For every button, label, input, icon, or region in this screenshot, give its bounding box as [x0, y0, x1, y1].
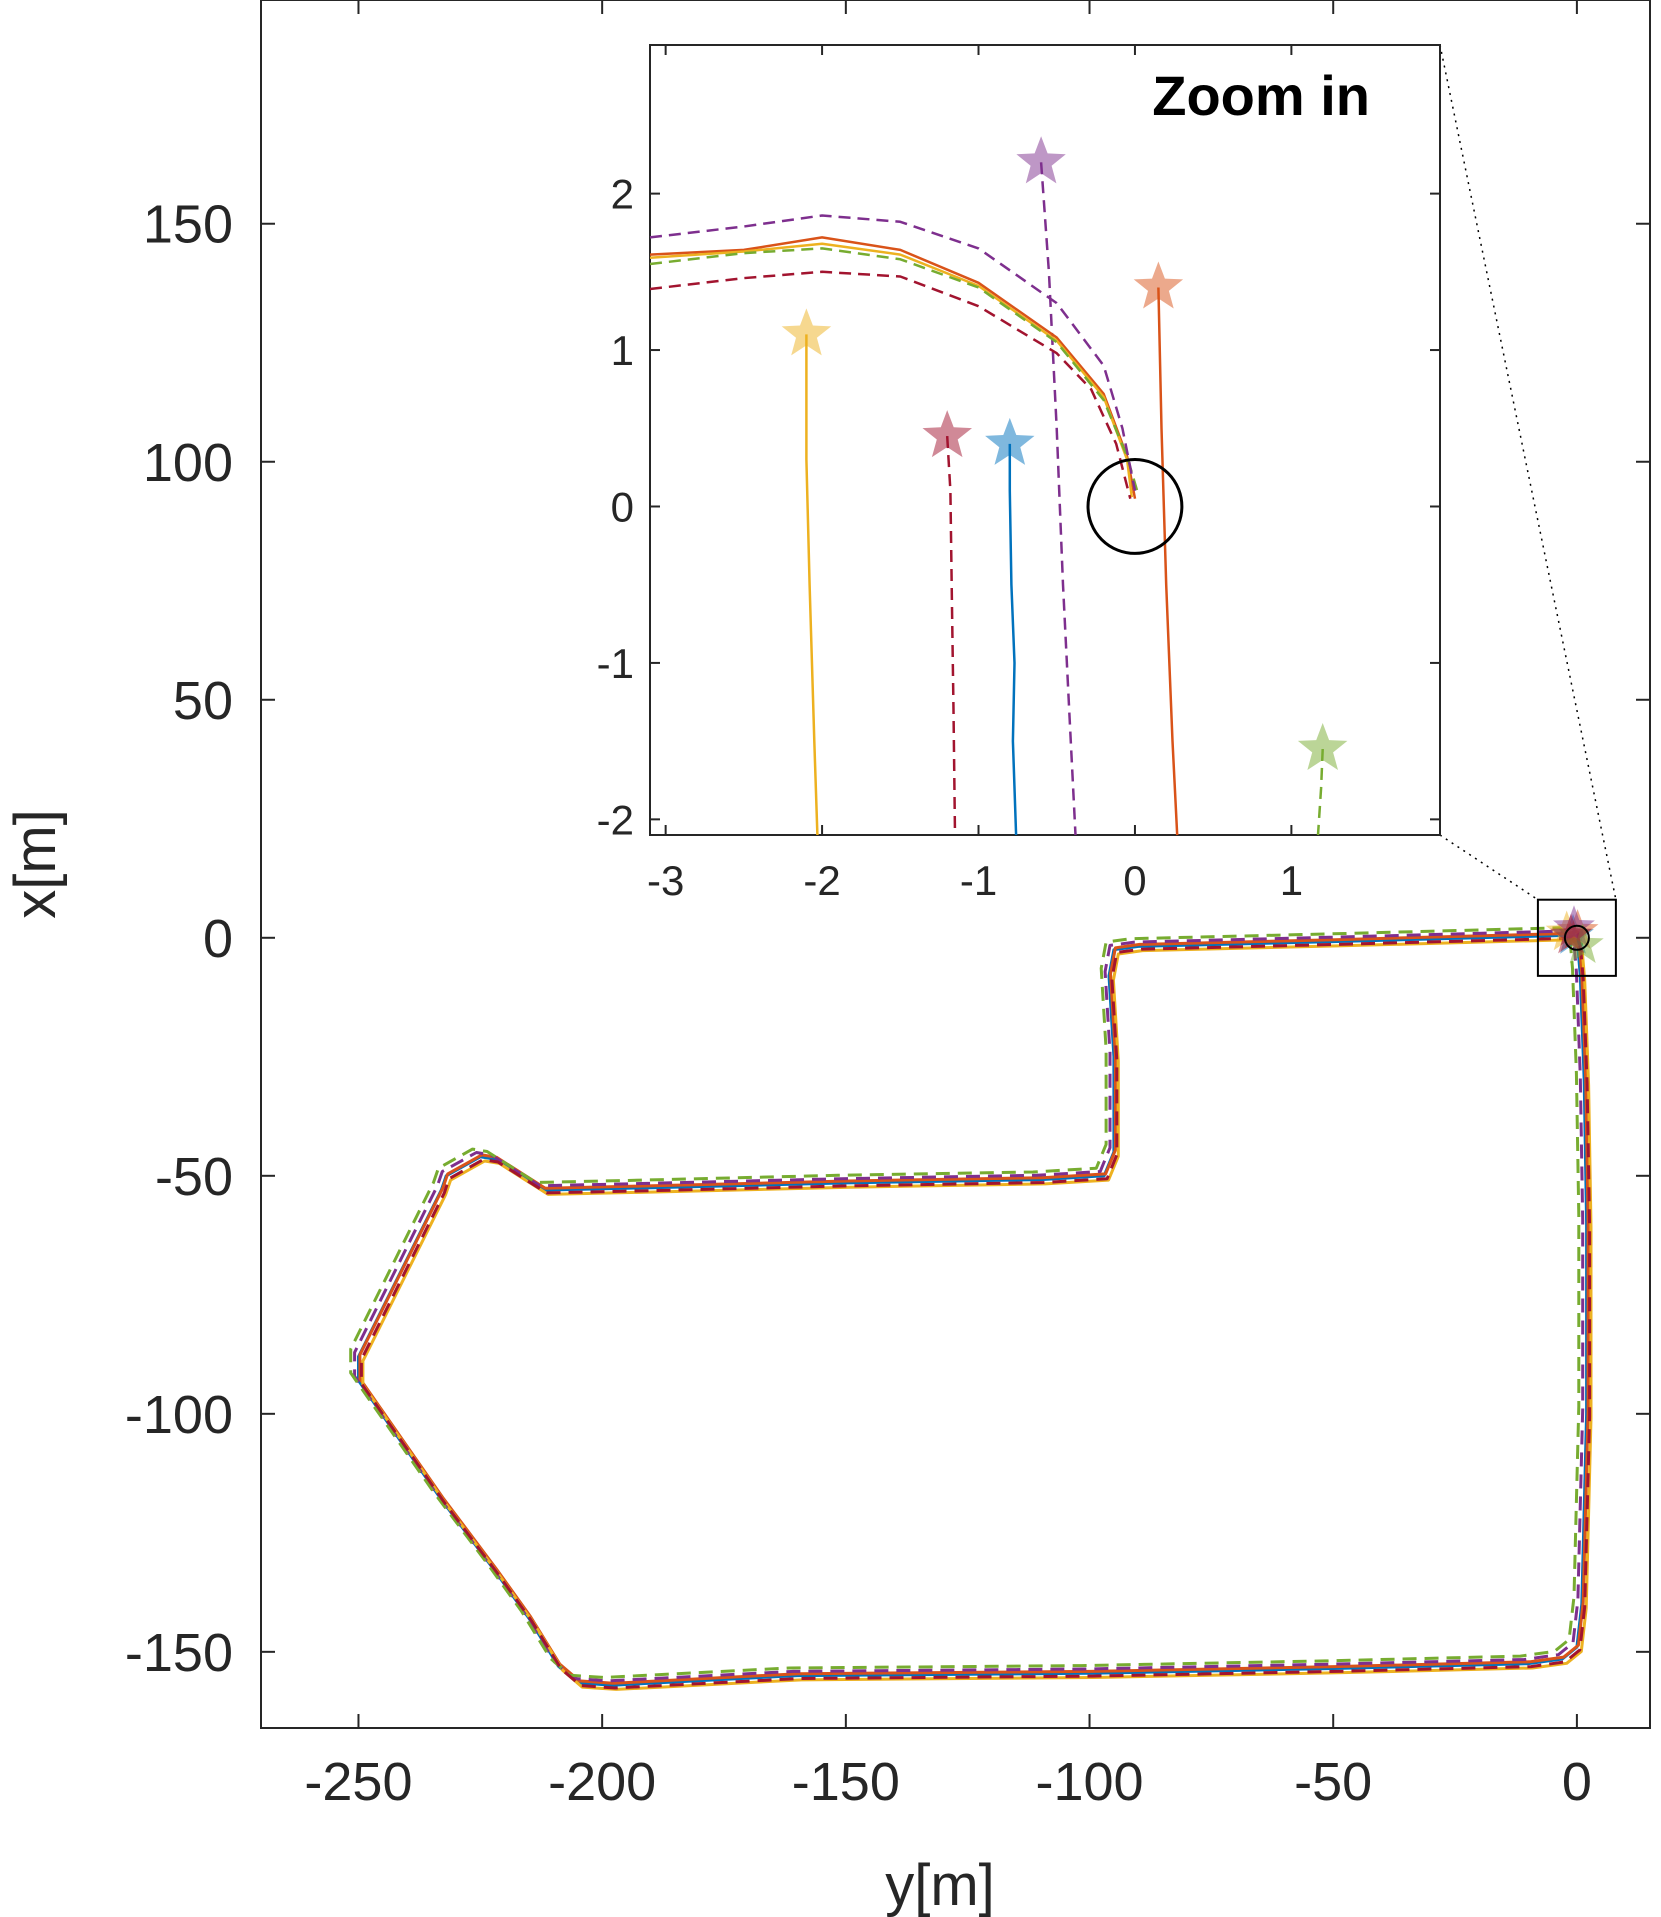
x-tick-label: -200: [548, 1752, 656, 1812]
x-tick-label: -50: [1294, 1752, 1372, 1812]
inset-plot-area: [649, 44, 1441, 836]
y-tick-label: -100: [125, 1385, 233, 1445]
x-axis-label: y[m]: [885, 1853, 995, 1917]
inset-trajectory-line: [649, 247, 1140, 495]
inset-start-star-marker: [985, 417, 1035, 465]
x-tick-label: 0: [1562, 1752, 1592, 1812]
zoom-region-box: [1536, 898, 1617, 977]
x-tick-label: -100: [1035, 1752, 1143, 1812]
inset-y-tick-label: 0: [611, 483, 634, 530]
inset-trajectory-line: [1039, 162, 1077, 836]
inset-x-tick-label: -3: [647, 857, 684, 904]
inset-start-star-marker: [1133, 261, 1184, 309]
inset-trajectory-line: [649, 242, 1134, 498]
inset-trajectory-line: [805, 334, 819, 836]
inset-trajectory-line: [1316, 748, 1324, 836]
y-axis-label: x[m]: [3, 809, 68, 919]
inset-title: Zoom in: [1152, 64, 1370, 127]
trajectory-line: [349, 926, 1584, 1679]
inset-y-tick-label: 1: [611, 327, 634, 374]
inset-x-tick-label: 0: [1123, 857, 1146, 904]
inset-start-stars: [781, 136, 1348, 770]
y-tick-label: 0: [203, 909, 233, 969]
inset-x-tick-label: -2: [803, 857, 840, 904]
x-tick-label: -150: [792, 1752, 900, 1812]
y-tick-label: 100: [143, 433, 233, 493]
trajectory-line: [353, 925, 1585, 1683]
x-tick-label: -250: [304, 1752, 412, 1812]
inset-trajectories: [649, 162, 1324, 836]
y-tick-label: -150: [125, 1623, 233, 1683]
main-trajectories: [349, 925, 1593, 1691]
y-tick-label: 150: [143, 195, 233, 255]
inset-y-tick-label: -1: [597, 640, 634, 687]
start-star-marker: [1561, 923, 1604, 963]
inset-axis-ticks: -3 -2 -1 0 1 2 1 0 -1 -2: [597, 45, 1440, 904]
inset-start-star-marker: [922, 410, 972, 458]
inset-x-tick-label: 1: [1280, 857, 1303, 904]
inset-zoom-plot: -3 -2 -1 0 1 2 1 0 -1 -2 Zoom in: [597, 44, 1441, 904]
inset-x-tick-label: -1: [960, 857, 997, 904]
inset-y-tick-label: -2: [597, 796, 634, 843]
inset-trajectory-line: [1008, 443, 1018, 836]
inset-trajectory-line: [649, 270, 1132, 500]
trajectory-line: [359, 934, 1592, 1690]
start-star-marker: [1550, 913, 1592, 954]
inset-trajectory-line: [1157, 287, 1179, 836]
main-origin-circle: [1563, 924, 1590, 951]
inset-start-star-marker: [1016, 136, 1066, 184]
inset-trajectory-line: [649, 214, 1137, 492]
inset-origin-circle: [1086, 458, 1184, 555]
inset-start-star-marker: [1297, 723, 1348, 770]
inset-trajectory-line: [945, 436, 957, 836]
inset-y-tick-label: 2: [611, 171, 634, 218]
y-tick-label: 50: [173, 671, 233, 731]
inset-start-star-marker: [781, 308, 832, 356]
y-tick-label: -50: [155, 1147, 233, 1207]
